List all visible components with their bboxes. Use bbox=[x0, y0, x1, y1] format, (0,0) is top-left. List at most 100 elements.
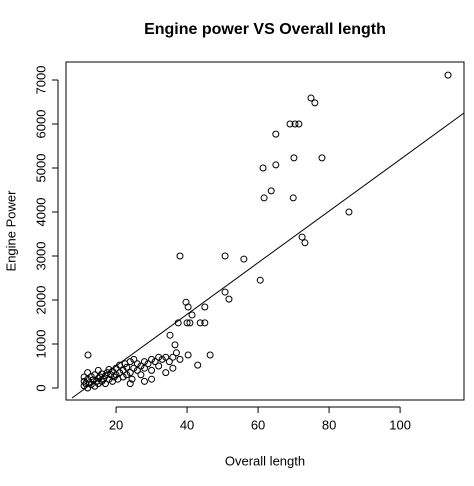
point bbox=[155, 362, 163, 370]
point bbox=[151, 358, 159, 366]
point bbox=[94, 366, 102, 374]
point bbox=[166, 331, 174, 339]
point bbox=[176, 252, 184, 260]
point bbox=[140, 377, 148, 385]
point bbox=[140, 358, 148, 366]
x-tick-label: 20 bbox=[109, 417, 123, 432]
point bbox=[289, 194, 297, 202]
point bbox=[126, 369, 134, 377]
point bbox=[286, 120, 294, 128]
point bbox=[130, 355, 138, 363]
point bbox=[116, 369, 124, 377]
y-tick-label: 0 bbox=[33, 384, 48, 391]
y-tick-label: 5000 bbox=[33, 154, 48, 183]
point bbox=[165, 358, 173, 366]
point bbox=[126, 380, 134, 388]
point bbox=[148, 366, 156, 374]
point bbox=[107, 371, 115, 379]
point bbox=[128, 375, 136, 383]
point bbox=[82, 380, 90, 388]
point bbox=[186, 319, 194, 327]
point bbox=[272, 130, 280, 138]
y-tick-label: 6000 bbox=[33, 110, 48, 139]
point bbox=[176, 355, 184, 363]
point bbox=[311, 99, 319, 107]
point bbox=[84, 369, 92, 377]
point bbox=[272, 161, 280, 169]
point bbox=[133, 360, 141, 368]
point bbox=[110, 373, 118, 381]
x-tick-label: 60 bbox=[251, 417, 265, 432]
chart-title: Engine power VS Overall length bbox=[144, 21, 386, 38]
point bbox=[444, 71, 452, 79]
point bbox=[188, 311, 196, 319]
point bbox=[158, 355, 166, 363]
point bbox=[148, 375, 156, 383]
point bbox=[267, 187, 275, 195]
point bbox=[123, 363, 131, 371]
point bbox=[98, 377, 106, 385]
point bbox=[291, 120, 299, 128]
point bbox=[133, 366, 141, 374]
point bbox=[148, 355, 156, 363]
point bbox=[155, 353, 163, 361]
point bbox=[119, 373, 127, 381]
point bbox=[184, 351, 192, 359]
point bbox=[259, 164, 267, 172]
point bbox=[162, 353, 170, 361]
regression-line bbox=[71, 112, 465, 399]
point bbox=[84, 351, 92, 359]
point bbox=[307, 94, 315, 102]
point bbox=[171, 341, 179, 349]
point bbox=[184, 303, 192, 311]
point bbox=[260, 194, 268, 202]
point bbox=[290, 154, 298, 162]
y-tick-label: 1000 bbox=[33, 330, 48, 359]
point bbox=[221, 288, 229, 296]
plot-frame bbox=[65, 61, 465, 401]
point bbox=[130, 364, 138, 372]
point bbox=[169, 353, 177, 361]
point bbox=[221, 252, 229, 260]
point bbox=[318, 154, 326, 162]
point bbox=[126, 358, 134, 366]
point bbox=[172, 349, 180, 357]
point bbox=[183, 319, 191, 327]
point bbox=[112, 371, 120, 379]
point bbox=[169, 364, 177, 372]
point bbox=[295, 120, 303, 128]
point bbox=[240, 255, 248, 263]
point bbox=[94, 380, 102, 388]
point bbox=[80, 373, 88, 381]
x-tick-label: 100 bbox=[389, 417, 411, 432]
point bbox=[137, 362, 145, 370]
point bbox=[201, 303, 209, 311]
x-axis-label: Overall length bbox=[225, 453, 305, 468]
point bbox=[201, 319, 209, 327]
point bbox=[206, 351, 214, 359]
point bbox=[345, 208, 353, 216]
point bbox=[100, 375, 108, 383]
y-tick-label: 4000 bbox=[33, 198, 48, 227]
point bbox=[194, 361, 202, 369]
point bbox=[298, 233, 306, 241]
point bbox=[123, 371, 131, 379]
point bbox=[87, 380, 95, 388]
point bbox=[225, 295, 233, 303]
point bbox=[140, 364, 148, 372]
point bbox=[256, 276, 264, 284]
point bbox=[301, 239, 309, 247]
point bbox=[162, 369, 170, 377]
x-tick-label: 80 bbox=[322, 417, 336, 432]
point bbox=[196, 319, 204, 327]
point bbox=[87, 373, 95, 381]
y-tick-label: 3000 bbox=[33, 242, 48, 271]
point bbox=[144, 360, 152, 368]
x-tick-label: 40 bbox=[180, 417, 194, 432]
y-tick-label: 2000 bbox=[33, 286, 48, 315]
point bbox=[137, 371, 145, 379]
y-tick-label: 7000 bbox=[33, 66, 48, 95]
point bbox=[101, 380, 109, 388]
y-axis-label: Engine Power bbox=[3, 190, 18, 272]
